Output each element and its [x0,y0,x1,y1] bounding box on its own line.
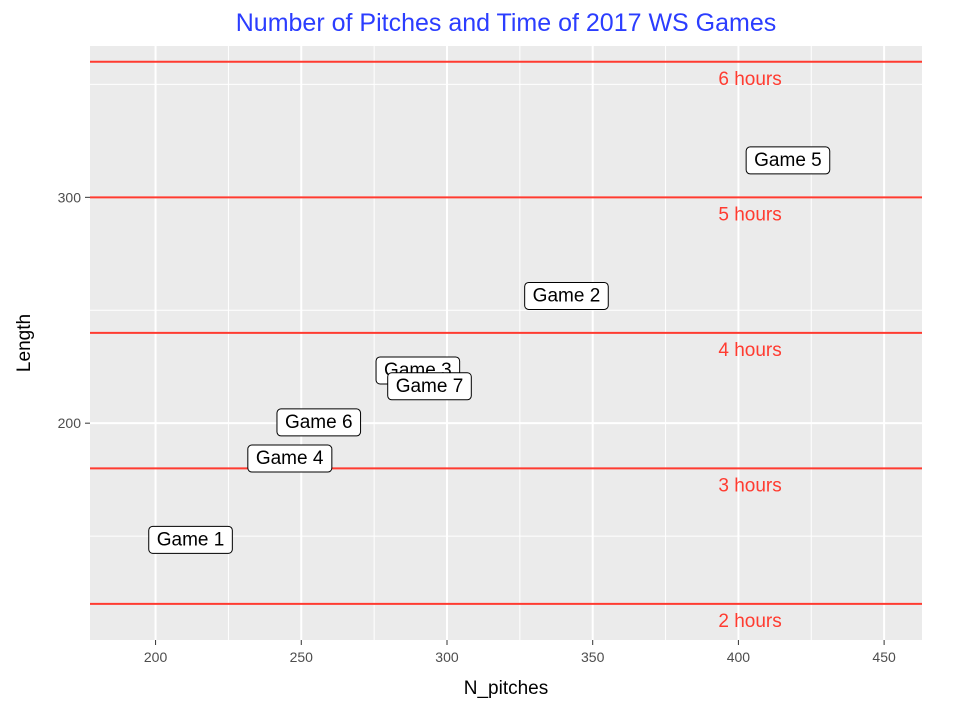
point-label: Game 4 [247,444,333,473]
y-tick-label: 300 [58,189,82,205]
point-label: Game 2 [524,281,609,310]
point-label: Game 1 [148,525,233,554]
x-tick-label: 250 [290,649,314,665]
point-label-text: Game 1 [157,529,225,550]
y-tick-label: 200 [58,415,82,431]
point-label-box [276,408,362,437]
reference-line-label: 3 hours [718,475,781,496]
x-tick-label: 300 [435,649,459,665]
point-label-box [148,525,233,554]
point-label-text: Game 4 [256,448,324,469]
point-label: Game 6 [276,408,362,437]
x-tick-label: 350 [581,649,605,665]
point-label-text: Game 5 [754,150,822,171]
point-label-box [387,372,472,401]
reference-line-label: 4 hours [718,340,781,361]
chart-title: Number of Pitches and Time of 2017 WS Ga… [236,9,777,37]
point-label-box [745,146,831,175]
point-label-text: Game 7 [396,376,464,397]
point-label-text: Game 6 [285,412,353,433]
reference-line-label: 5 hours [718,204,781,225]
reference-lines: 2 hours 3 hours 4 hours 5 hours 6 hours [90,60,922,632]
point-label-text: Game 2 [533,285,601,306]
x-tick-label: 450 [872,649,896,665]
point-label-box [247,444,333,473]
reference-line-label: 2 hours [718,611,781,632]
point-label-box [524,281,609,310]
reference-line-label: 6 hours [718,69,781,90]
point-label: Game 7 [387,372,472,401]
x-axis-title: N_pitches [464,678,549,699]
x-tick-label: 400 [727,649,751,665]
axes: 200 250 300 350 400 450 200 300 [58,189,896,665]
x-tick-label: 200 [144,649,168,665]
point-label: Game 5 [745,146,831,175]
y-axis-title: Length [14,314,35,372]
